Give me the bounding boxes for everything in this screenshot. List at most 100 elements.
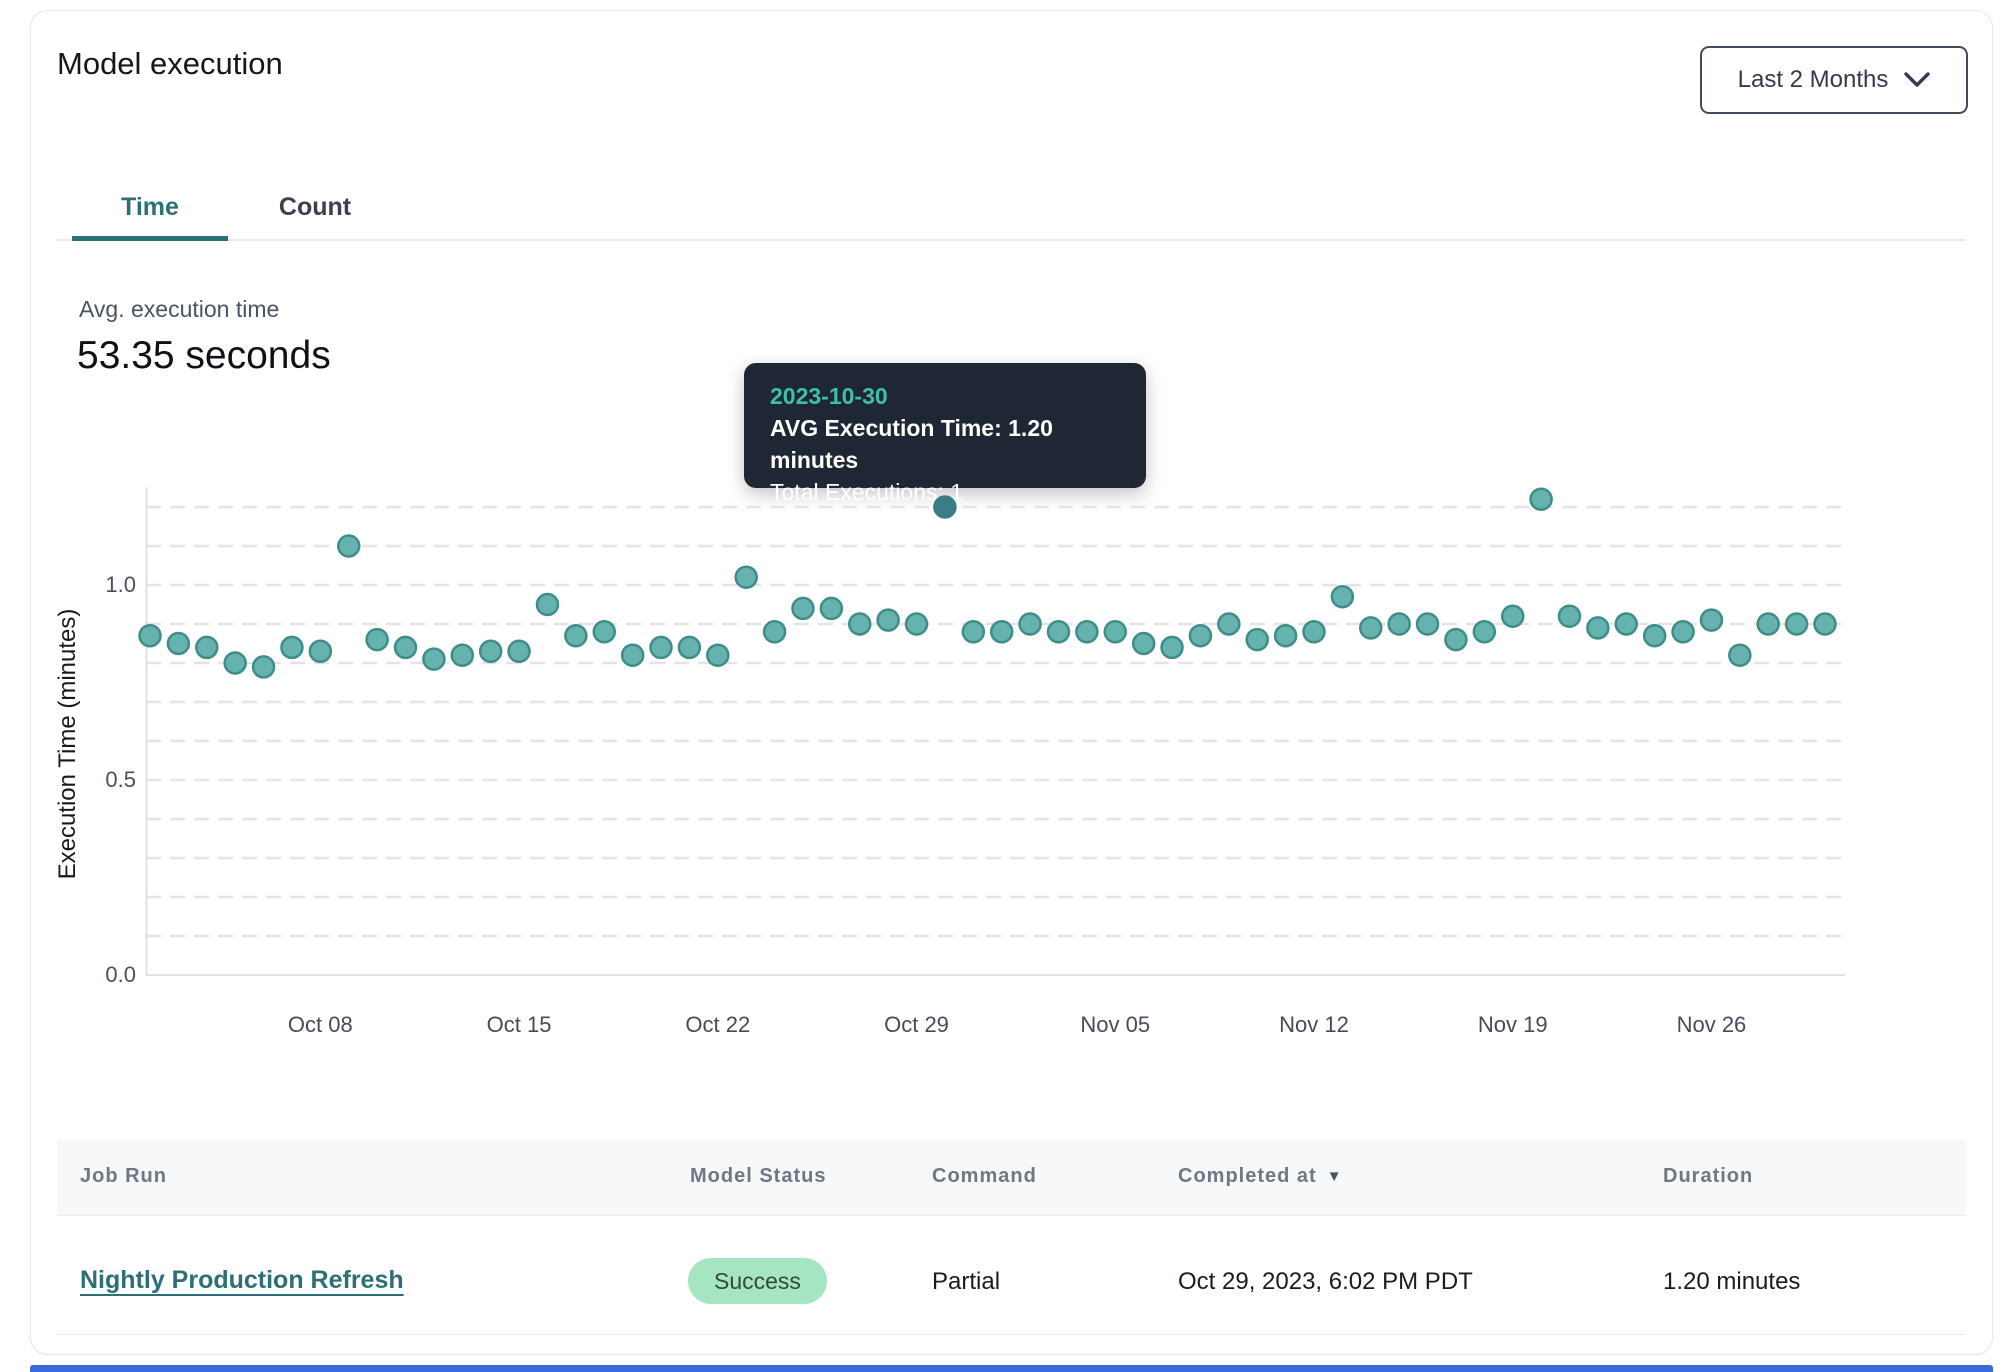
table-row-divider [57, 1334, 1966, 1335]
avg-execution-time-label: Avg. execution time [79, 296, 280, 322]
data-point[interactable] [1614, 612, 1639, 636]
data-point[interactable] [592, 620, 616, 644]
x-tick-label: Oct 15 [486, 1012, 552, 1037]
data-point[interactable] [1472, 620, 1497, 644]
tooltip-avg-execution-time: AVG Execution Time: 1.20 minutes [770, 415, 1053, 473]
page-title: Model execution [57, 46, 283, 81]
data-point[interactable] [1557, 604, 1582, 628]
data-point[interactable] [961, 620, 986, 644]
command-cell: Partial [932, 1268, 1001, 1295]
footer-strip [30, 1365, 1993, 1372]
x-tick-label: Nov 05 [1080, 1012, 1151, 1037]
data-point[interactable] [450, 643, 475, 667]
data-point[interactable] [989, 620, 1014, 644]
chart-tooltip: 2023-10-30 AVG Execution Time: 1.20 minu… [744, 363, 1146, 505]
data-point[interactable] [1642, 623, 1667, 648]
data-point[interactable] [365, 627, 389, 652]
completed-at-cell: Oct 29, 2023, 6:02 PM PDT [1178, 1268, 1473, 1295]
data-point[interactable] [762, 620, 787, 644]
job-run-link[interactable]: Nightly Production Refresh [80, 1266, 404, 1294]
y-tick-label: 1.0 [105, 572, 136, 597]
x-tick-label: Nov 12 [1279, 1012, 1349, 1037]
data-point[interactable] [620, 643, 645, 667]
tooltip-total-executions: Total Executions: 1 [770, 479, 964, 505]
x-tick-label: Oct 29 [884, 1012, 949, 1037]
y-axis-label: Execution Time (minutes) [54, 608, 81, 880]
data-point[interactable] [564, 623, 588, 648]
data-point[interactable] [1075, 620, 1099, 644]
avg-execution-time-value: 53.35 seconds [77, 334, 331, 377]
chevron-down-icon [1904, 72, 1931, 88]
data-point[interactable] [1245, 627, 1269, 652]
column-header-completed-at[interactable]: Completed at ▼ [1178, 1165, 1343, 1187]
data-point[interactable] [308, 639, 333, 664]
data-point[interactable] [422, 647, 446, 671]
table-header-row [57, 1140, 1966, 1216]
x-tick-label: Nov 19 [1477, 1012, 1548, 1037]
data-point[interactable] [195, 635, 219, 660]
data-point[interactable] [1046, 620, 1071, 644]
duration-cell: 1.20 minutes [1663, 1268, 1801, 1295]
data-point[interactable] [393, 635, 418, 660]
data-point[interactable] [677, 635, 702, 660]
data-point[interactable] [876, 608, 900, 632]
tab-time[interactable]: Time [121, 192, 179, 221]
data-point[interactable] [1188, 623, 1213, 648]
data-point[interactable] [1415, 612, 1440, 636]
active-tab-indicator [72, 236, 228, 241]
data-point[interactable] [223, 651, 247, 675]
data-point[interactable] [1784, 612, 1809, 636]
execution-time-scatter-chart [138, 487, 1845, 976]
data-point[interactable] [1302, 620, 1326, 644]
data-point[interactable] [734, 565, 758, 589]
data-point[interactable] [1500, 604, 1525, 628]
data-point[interactable] [791, 596, 815, 621]
data-point[interactable] [1217, 612, 1241, 636]
data-point[interactable] [507, 639, 531, 664]
x-tick-label: Oct 08 [287, 1012, 353, 1037]
data-point[interactable] [1671, 620, 1695, 644]
data-point[interactable] [1103, 620, 1128, 644]
model-execution-card [30, 10, 1993, 1355]
data-point[interactable] [1018, 612, 1042, 636]
data-point[interactable] [535, 592, 560, 617]
tab-count[interactable]: Count [278, 192, 352, 221]
column-header-job-run[interactable]: Job Run [80, 1165, 167, 1187]
x-tick-label: Oct 22 [685, 1012, 751, 1037]
data-point[interactable] [1699, 608, 1724, 632]
data-point[interactable] [478, 639, 503, 664]
sort-descending-icon: ▼ [1326, 1168, 1343, 1185]
data-point[interactable] [847, 612, 872, 636]
data-point[interactable] [1756, 612, 1780, 636]
x-tick-label: Nov 26 [1676, 1012, 1747, 1037]
date-range-dropdown[interactable]: Last 2 Months [1700, 46, 1968, 114]
data-point[interactable] [904, 612, 929, 636]
data-point[interactable] [1131, 631, 1156, 656]
data-point[interactable] [1359, 616, 1383, 640]
data-point[interactable] [1813, 612, 1837, 636]
data-point[interactable] [1273, 623, 1298, 648]
data-point[interactable] [138, 623, 162, 648]
data-point[interactable] [1586, 616, 1610, 640]
data-point[interactable] [706, 643, 730, 667]
data-point[interactable] [1387, 612, 1411, 636]
tabs-divider [57, 239, 1966, 241]
data-point[interactable] [1728, 643, 1752, 667]
column-header-model-status[interactable]: Model Status [690, 1165, 827, 1187]
data-point[interactable] [280, 635, 304, 660]
data-point[interactable] [819, 596, 844, 621]
data-point[interactable] [336, 534, 361, 558]
column-header-duration[interactable]: Duration [1663, 1165, 1754, 1187]
data-point[interactable] [1444, 627, 1468, 652]
data-point[interactable] [649, 635, 673, 660]
status-badge: Success [688, 1258, 827, 1304]
data-point[interactable] [251, 655, 276, 679]
data-point[interactable] [166, 631, 191, 656]
data-point[interactable] [1330, 584, 1355, 609]
date-range-value: Last 2 Months [1737, 66, 1889, 93]
data-point-highlighted[interactable] [933, 495, 957, 519]
data-point[interactable] [1160, 635, 1184, 660]
data-point[interactable] [1529, 487, 1553, 511]
column-header-command[interactable]: Command [932, 1165, 1037, 1187]
